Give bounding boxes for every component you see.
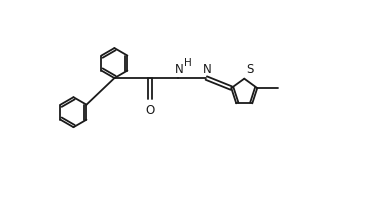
Text: H: H	[184, 58, 192, 68]
Text: N: N	[203, 63, 211, 76]
Text: N: N	[175, 63, 184, 76]
Text: S: S	[246, 63, 254, 76]
Text: O: O	[145, 104, 154, 117]
